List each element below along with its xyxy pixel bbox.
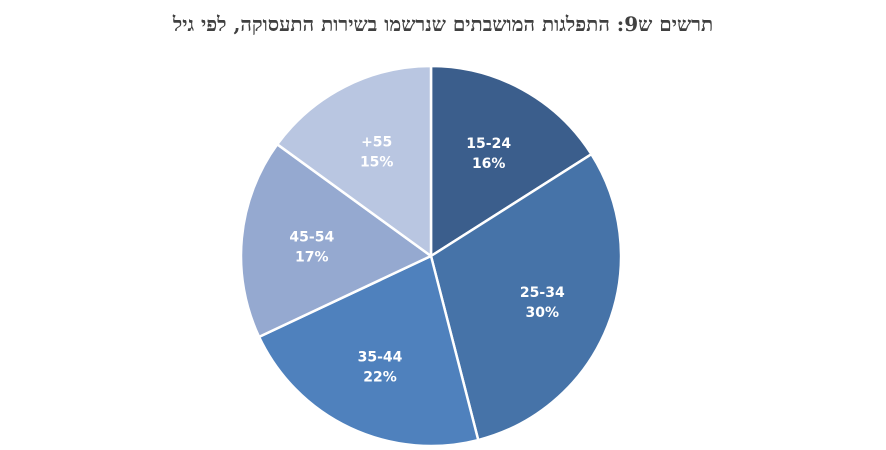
pie-labels: 15-24 16% 25-34 30% 35-44 22% 45-54 17% +55 15% [289, 134, 565, 385]
slice-category-label: 25-34 [520, 285, 565, 301]
pie-slices [239, 64, 623, 448]
slice-category-label: 15-24 [466, 136, 511, 152]
pie-slice-35-44 [257, 254, 480, 448]
slice-percent-label: 30% [526, 305, 560, 321]
pie-slice-25-34 [429, 152, 623, 442]
pie-slice-15-24 [429, 64, 593, 258]
pie-slice-45-54 [239, 143, 433, 339]
slice-percent-label: 17% [295, 250, 329, 266]
slice-category-label: +55 [361, 134, 392, 150]
slice-category-label: 35-44 [358, 349, 403, 365]
slice-category-label: 45-54 [289, 230, 334, 246]
chart-title: תרשים ש9: התפלגות המושבתים שנרשמו בשירות… [172, 12, 714, 36]
slice-percent-label: 22% [363, 369, 397, 385]
slice-percent-label: 16% [472, 156, 506, 172]
slice-percent-label: 15% [360, 154, 394, 170]
pie-slice-55+ [276, 64, 433, 258]
